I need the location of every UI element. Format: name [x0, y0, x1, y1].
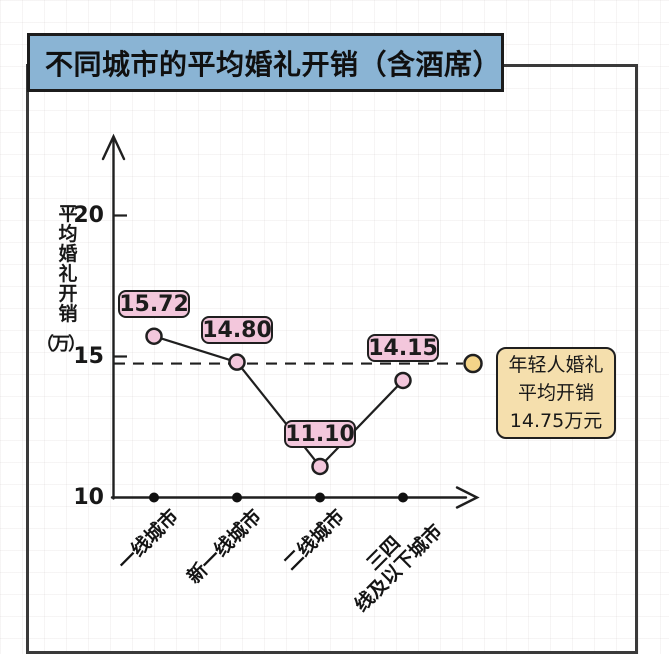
- data-point-marker: [394, 371, 412, 390]
- x-axis-dot: [232, 492, 242, 503]
- annotation-line-1: 年轻人婚礼: [508, 354, 604, 376]
- data-point-marker: [311, 457, 329, 476]
- y-axis-arrow-icon: [101, 133, 126, 161]
- x-axis-dot: [149, 492, 159, 503]
- annotation-line-2: 平均开销: [517, 382, 594, 404]
- reference-annotation-box: 年轻人婚礼 平均开销 14.75万元: [496, 347, 616, 439]
- reference-point-marker: [463, 353, 483, 374]
- x-axis-dot: [315, 492, 325, 503]
- chart-plot-area: [101, 133, 483, 509]
- x-axis-arrow-icon: [455, 486, 480, 509]
- chart-title-banner: 不同城市的平均婚礼开销（含酒席）: [27, 33, 504, 92]
- annotation-line-3: 14.75万元: [509, 410, 603, 432]
- x-axis-dot: [398, 492, 408, 503]
- chart-title: 不同城市的平均婚礼开销（含酒席）: [45, 47, 502, 81]
- data-point-marker: [228, 353, 246, 371]
- series-line: [153, 335, 404, 469]
- data-point-marker: [145, 327, 163, 345]
